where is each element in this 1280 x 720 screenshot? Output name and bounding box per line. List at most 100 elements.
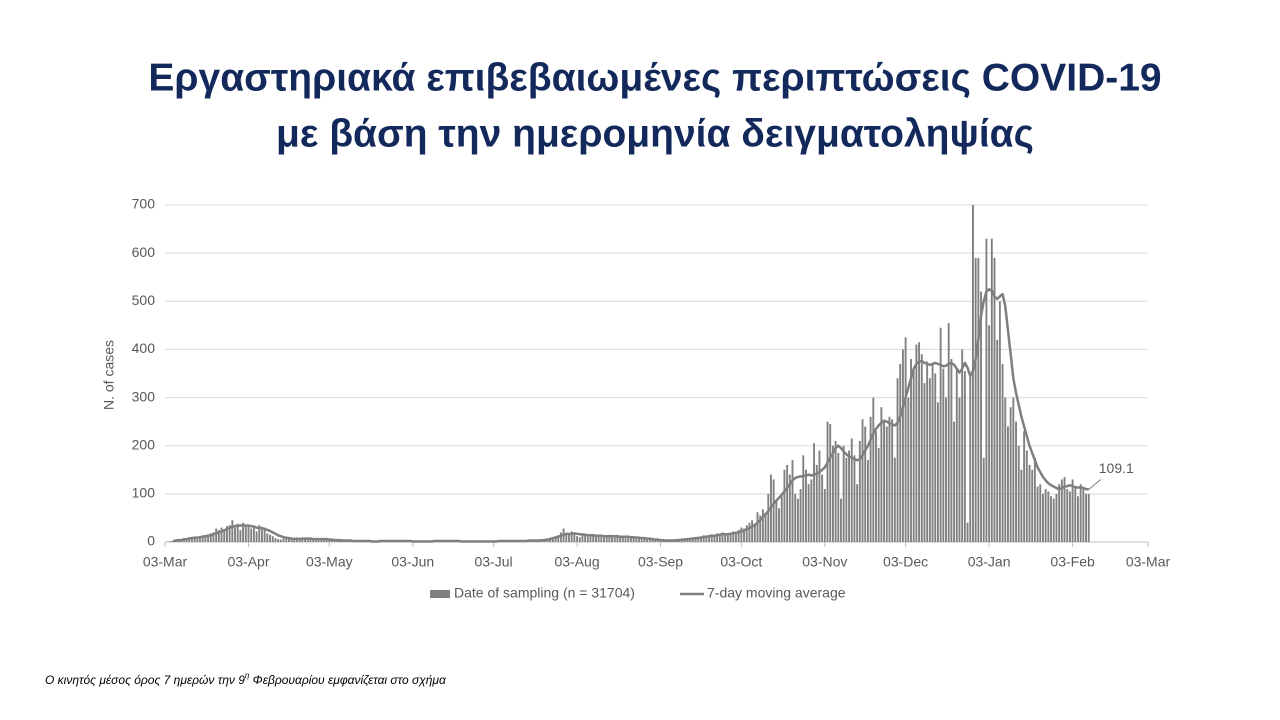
y-tick-label: 400 xyxy=(132,340,156,356)
bar xyxy=(963,371,966,542)
bar xyxy=(1087,493,1090,542)
bar xyxy=(974,257,977,542)
bar xyxy=(648,539,651,542)
bar xyxy=(225,526,228,542)
x-tick-label: 03-Jan xyxy=(968,554,1011,570)
bar xyxy=(1017,445,1020,542)
bar xyxy=(810,479,813,542)
bar xyxy=(255,531,258,542)
bar xyxy=(1004,397,1007,542)
bar xyxy=(578,537,581,542)
bar xyxy=(635,538,638,542)
bar xyxy=(794,493,797,542)
bar xyxy=(1001,363,1004,542)
x-tick-label: 03-Oct xyxy=(720,554,762,570)
bar xyxy=(250,528,253,542)
bar xyxy=(748,522,751,542)
moving-average-line xyxy=(172,288,1089,543)
bar xyxy=(274,538,277,542)
bar xyxy=(603,535,605,542)
bar xyxy=(740,527,743,542)
bar xyxy=(928,378,931,542)
bar xyxy=(1063,477,1066,542)
bar xyxy=(853,455,856,542)
y-tick-label: 600 xyxy=(132,244,156,260)
bar xyxy=(581,535,584,542)
bar xyxy=(1079,484,1082,542)
bar xyxy=(239,529,242,542)
bar xyxy=(207,534,210,542)
footnote: Ο κινητός μέσος όρος 7 ημερών την 9η Φεβ… xyxy=(45,671,447,687)
bar xyxy=(802,455,805,542)
bar xyxy=(1023,431,1026,542)
bar xyxy=(261,529,263,542)
x-tick-label: 03-Dec xyxy=(883,554,928,570)
bar xyxy=(713,536,716,542)
bar xyxy=(1071,479,1074,542)
bar xyxy=(710,534,713,542)
bar xyxy=(848,450,851,542)
bar xyxy=(269,534,271,542)
bar xyxy=(788,474,791,542)
bar xyxy=(724,533,727,542)
bar xyxy=(945,397,947,542)
bar xyxy=(576,536,578,542)
bar xyxy=(651,540,654,542)
bar xyxy=(899,363,902,542)
bar xyxy=(998,301,1001,542)
bar xyxy=(1050,496,1052,542)
bar xyxy=(217,529,220,542)
bar xyxy=(320,539,323,542)
bar xyxy=(910,359,912,542)
bar xyxy=(786,464,789,542)
bar xyxy=(958,397,961,542)
bar xyxy=(885,426,888,542)
bar xyxy=(646,539,649,542)
bar xyxy=(947,322,950,542)
bar xyxy=(953,421,956,542)
bar xyxy=(231,520,234,542)
bar xyxy=(608,534,611,542)
bar xyxy=(982,457,985,542)
annotation: 109.1 xyxy=(1099,460,1134,476)
bar xyxy=(775,501,778,542)
bar xyxy=(912,368,915,542)
bar xyxy=(252,527,255,542)
bar xyxy=(705,537,708,542)
bar xyxy=(322,539,325,542)
bar xyxy=(896,378,899,542)
bar xyxy=(619,537,622,542)
bar xyxy=(296,538,298,542)
bar xyxy=(573,533,576,542)
bar xyxy=(950,359,953,542)
bar xyxy=(826,421,829,542)
bar xyxy=(920,354,923,542)
bar xyxy=(1025,450,1028,542)
bar xyxy=(778,508,780,542)
bar xyxy=(931,363,934,542)
bar xyxy=(880,407,883,542)
bar xyxy=(584,534,587,542)
bar xyxy=(258,525,261,542)
bar xyxy=(893,457,896,542)
bar xyxy=(858,440,861,542)
bar xyxy=(842,445,845,542)
y-tick-label: 200 xyxy=(132,436,156,452)
bar xyxy=(242,522,245,542)
bar xyxy=(772,479,775,542)
bar xyxy=(716,533,719,542)
legend-label: 7-day moving average xyxy=(707,585,846,601)
bar xyxy=(818,450,821,542)
bar xyxy=(621,536,624,542)
bar xyxy=(764,513,767,542)
bar xyxy=(845,457,848,542)
bar xyxy=(1015,421,1017,542)
y-axis-label: N. of cases xyxy=(101,340,117,410)
bar xyxy=(1036,486,1039,542)
bar xyxy=(926,361,929,542)
bar xyxy=(199,536,201,542)
bar xyxy=(293,539,296,542)
bar xyxy=(228,525,231,542)
bar xyxy=(756,512,759,542)
bar xyxy=(309,538,312,542)
